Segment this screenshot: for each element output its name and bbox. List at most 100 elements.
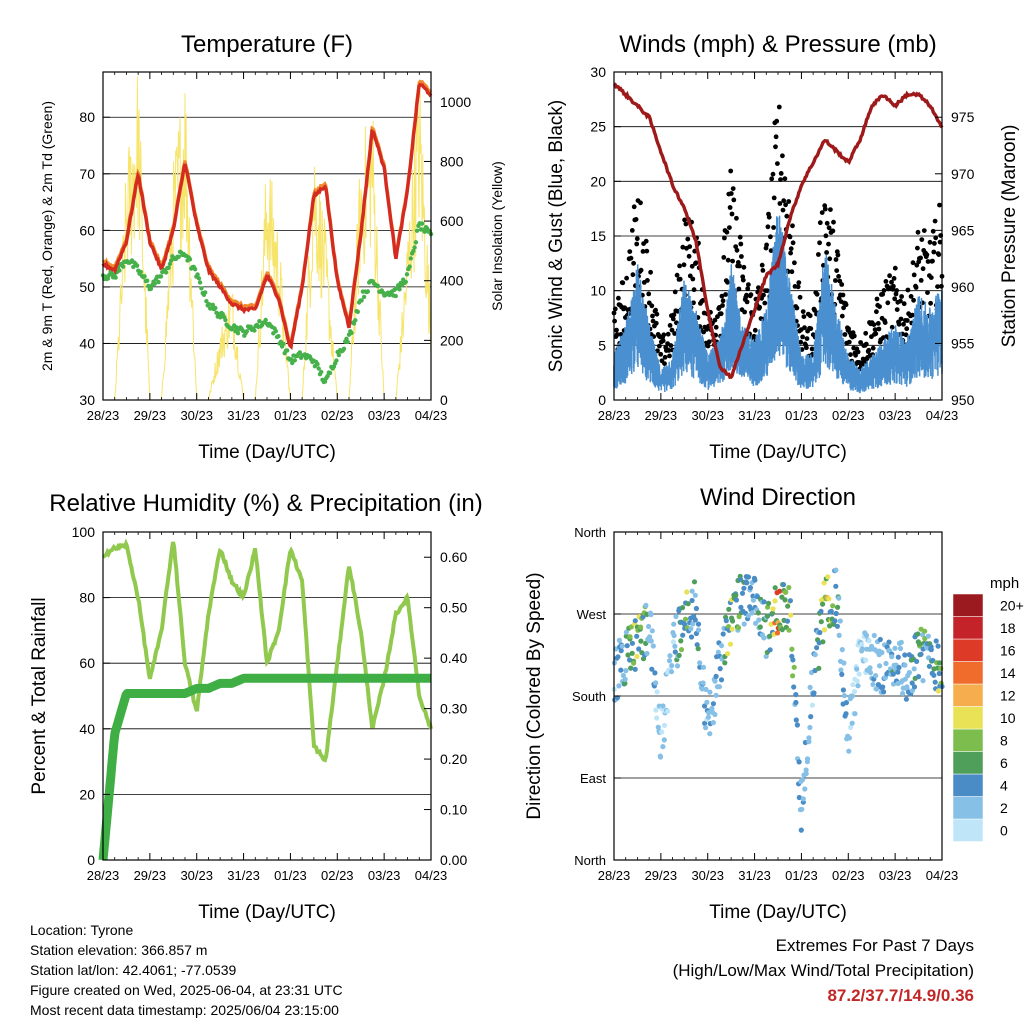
- gust-point: [665, 331, 671, 337]
- direction-point: [782, 597, 788, 603]
- gust-point: [911, 272, 917, 278]
- colorbar-swatch: [952, 593, 984, 617]
- direction-point: [848, 724, 854, 731]
- gust-point: [681, 262, 687, 268]
- direction-point: [659, 729, 665, 735]
- dewpoint-point: [156, 279, 161, 285]
- direction-point: [798, 827, 804, 833]
- direction-point: [707, 731, 713, 737]
- gust-point: [781, 198, 787, 204]
- gust-point: [638, 200, 643, 206]
- gust-point: [812, 307, 817, 313]
- direction-point: [806, 735, 812, 741]
- direction-point: [871, 632, 877, 639]
- direction-point: [619, 643, 625, 649]
- gust-point: [870, 345, 876, 351]
- gust-point: [920, 266, 926, 272]
- gust-point: [712, 317, 718, 323]
- gust-point: [734, 247, 740, 253]
- direction-point: [867, 665, 873, 671]
- direction-point: [625, 652, 631, 658]
- direction-point: [689, 597, 695, 604]
- direction-point: [793, 699, 799, 706]
- direction-point: [840, 687, 847, 693]
- temperature-title: Temperature (F): [181, 31, 353, 58]
- direction-point: [661, 722, 668, 729]
- gust-point: [773, 134, 779, 140]
- direction-point: [690, 621, 696, 627]
- gust-point: [817, 240, 822, 246]
- gust-point: [796, 280, 802, 285]
- direction-point: [931, 672, 937, 678]
- x-tick-label: 29/23: [645, 868, 678, 883]
- direction-point: [833, 567, 839, 573]
- direction-point: [741, 621, 747, 627]
- y-tick-label-right: 400: [440, 273, 464, 289]
- gust-point: [649, 303, 655, 309]
- winds-ylabel-right: Station Pressure (Maroon): [999, 125, 1020, 348]
- direction-point: [624, 643, 630, 649]
- gust-point: [769, 176, 775, 182]
- dewpoint-point: [349, 330, 354, 336]
- y-tick-label-left: 30: [590, 64, 606, 80]
- direction-ylabel-left: Direction (Colored By Speed): [524, 572, 545, 819]
- direction-point: [712, 711, 718, 718]
- gust-point: [620, 280, 626, 286]
- direction-point: [632, 666, 638, 672]
- direction-point: [802, 786, 808, 792]
- gust-point: [739, 254, 744, 259]
- direction-point: [628, 624, 634, 630]
- direction-point: [828, 608, 834, 615]
- gust-point: [918, 278, 924, 283]
- dewpoint-point: [223, 317, 228, 323]
- direction-point: [634, 633, 640, 639]
- gust-point: [778, 177, 783, 183]
- extremes-values: 87.2/37.7/14.9/0.36: [827, 986, 974, 1005]
- y-tick-label-left: 0: [87, 852, 95, 868]
- gust-point: [807, 313, 813, 319]
- gust-point: [660, 338, 666, 344]
- direction-point: [793, 717, 799, 723]
- direction-point: [839, 671, 845, 678]
- x-tick-label: 28/23: [87, 408, 120, 423]
- direction-point: [695, 646, 701, 652]
- y-tick-label-left: North: [574, 525, 606, 540]
- gust-point: [882, 320, 888, 325]
- gust-point: [648, 269, 653, 275]
- direction-point: [618, 648, 624, 654]
- direction-point: [794, 722, 801, 728]
- gust-point: [826, 241, 831, 247]
- gust-point: [677, 276, 683, 282]
- temperature-ylabel-left: 2m & 9m T (Red, Orange) & 2m Td (Green): [39, 101, 55, 371]
- x-tick-label: 03/23: [368, 408, 401, 423]
- gust-point: [669, 327, 675, 333]
- dewpoint-point: [168, 258, 174, 263]
- gust-point: [925, 290, 930, 295]
- direction-gridlines: [614, 531, 942, 861]
- direction-point: [692, 592, 698, 598]
- y-tick-label-left: 60: [79, 655, 95, 671]
- direction-point: [676, 652, 682, 659]
- gust-point: [666, 348, 672, 353]
- recent-data-timestamp: Most recent data timestamp: 2025/06/04 2…: [30, 1002, 339, 1018]
- gust-point: [833, 278, 838, 283]
- direction-point: [800, 796, 806, 802]
- gust-point: [892, 265, 898, 271]
- direction-point: [756, 617, 762, 623]
- direction-point: [922, 628, 928, 634]
- direction-point: [689, 588, 695, 594]
- direction-point: [859, 641, 865, 647]
- gust-point: [915, 229, 921, 235]
- gust-point: [744, 292, 749, 298]
- x-tick-label: 01/23: [274, 868, 307, 883]
- gust-point: [735, 260, 741, 265]
- gust-point: [783, 202, 788, 208]
- direction-point: [926, 663, 933, 669]
- direction-point: [682, 616, 689, 622]
- winds-title: Winds (mph) & Pressure (mb): [619, 31, 936, 58]
- direction-point: [752, 577, 758, 583]
- dewpoint-point: [257, 319, 262, 324]
- direction-point: [692, 617, 698, 623]
- gust-point: [736, 286, 742, 292]
- gust-point: [733, 244, 739, 250]
